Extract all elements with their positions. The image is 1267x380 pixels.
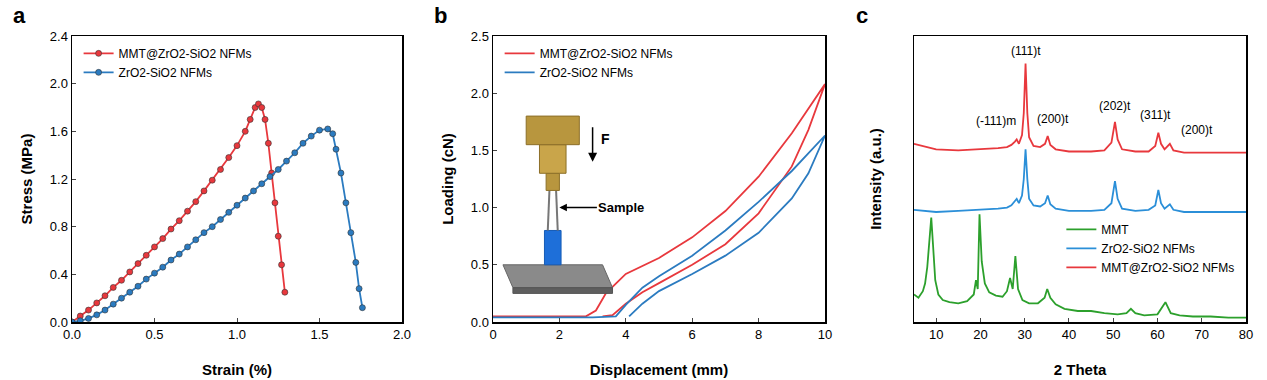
svg-text:F: F [601, 131, 610, 147]
svg-text:0.8: 0.8 [50, 219, 68, 234]
svg-text:MMT@ZrO2-SiO2 NFMs: MMT@ZrO2-SiO2 NFMs [119, 47, 252, 61]
svg-text:0.0: 0.0 [63, 327, 81, 342]
svg-text:Strain (%): Strain (%) [202, 361, 272, 378]
svg-text:2: 2 [556, 327, 563, 342]
svg-text:1.5: 1.5 [471, 143, 489, 158]
svg-text:2.0: 2.0 [50, 76, 68, 91]
svg-text:c: c [856, 3, 868, 28]
svg-text:10: 10 [929, 327, 943, 342]
svg-text:MMT@ZrO2-SiO2 NFMs: MMT@ZrO2-SiO2 NFMs [1101, 261, 1234, 275]
svg-text:(202)t: (202)t [1099, 99, 1131, 113]
svg-text:6: 6 [689, 327, 696, 342]
svg-text:1.2: 1.2 [50, 172, 68, 187]
svg-text:Displacement (mm): Displacement (mm) [590, 361, 728, 378]
svg-text:0.5: 0.5 [471, 257, 489, 272]
svg-text:a: a [13, 3, 26, 28]
svg-text:20: 20 [973, 327, 987, 342]
svg-text:50: 50 [1106, 327, 1120, 342]
svg-text:80: 80 [1239, 327, 1253, 342]
svg-text:2 Theta: 2 Theta [1054, 361, 1107, 378]
svg-text:2.4: 2.4 [50, 29, 68, 44]
svg-text:Stress (MPa): Stress (MPa) [18, 134, 35, 225]
svg-text:ZrO2-SiO2 NFMs: ZrO2-SiO2 NFMs [1101, 242, 1194, 256]
svg-text:(111)t: (111)t [1011, 44, 1041, 58]
svg-text:Loading (cN): Loading (cN) [439, 133, 456, 225]
svg-text:(311)t: (311)t [1140, 108, 1171, 122]
svg-text:4: 4 [622, 327, 629, 342]
svg-text:(200)t: (200)t [1037, 112, 1069, 126]
svg-text:70: 70 [1194, 327, 1208, 342]
svg-text:ZrO2-SiO2 NFMs: ZrO2-SiO2 NFMs [540, 66, 633, 80]
svg-text:2.0: 2.0 [393, 327, 411, 342]
svg-text:2.5: 2.5 [471, 29, 489, 44]
svg-text:30: 30 [1017, 327, 1031, 342]
svg-text:8: 8 [755, 327, 762, 342]
svg-text:1.5: 1.5 [310, 327, 328, 342]
svg-text:0.4: 0.4 [50, 267, 68, 282]
svg-text:1.6: 1.6 [50, 124, 68, 139]
svg-text:MMT@ZrO2-SiO2 NFMs: MMT@ZrO2-SiO2 NFMs [540, 47, 673, 61]
svg-text:1.0: 1.0 [471, 200, 489, 215]
svg-text:ZrO2-SiO2 NFMs: ZrO2-SiO2 NFMs [119, 66, 212, 80]
svg-text:0.0: 0.0 [50, 315, 68, 330]
svg-text:2.0: 2.0 [471, 86, 489, 101]
svg-text:60: 60 [1150, 327, 1164, 342]
svg-text:40: 40 [1062, 327, 1076, 342]
svg-text:1.0: 1.0 [228, 327, 246, 342]
svg-text:MMT: MMT [1101, 223, 1129, 237]
svg-text:Sample: Sample [598, 200, 644, 215]
svg-text:0.5: 0.5 [145, 327, 163, 342]
svg-text:Intensity (a.u.): Intensity (a.u.) [867, 128, 884, 230]
svg-text:b: b [434, 3, 447, 28]
svg-text:(-111)m: (-111)m [976, 114, 1016, 128]
svg-text:0: 0 [489, 327, 496, 342]
svg-text:10: 10 [818, 327, 832, 342]
svg-text:(200)t: (200)t [1181, 123, 1213, 137]
svg-text:0.0: 0.0 [471, 315, 489, 330]
